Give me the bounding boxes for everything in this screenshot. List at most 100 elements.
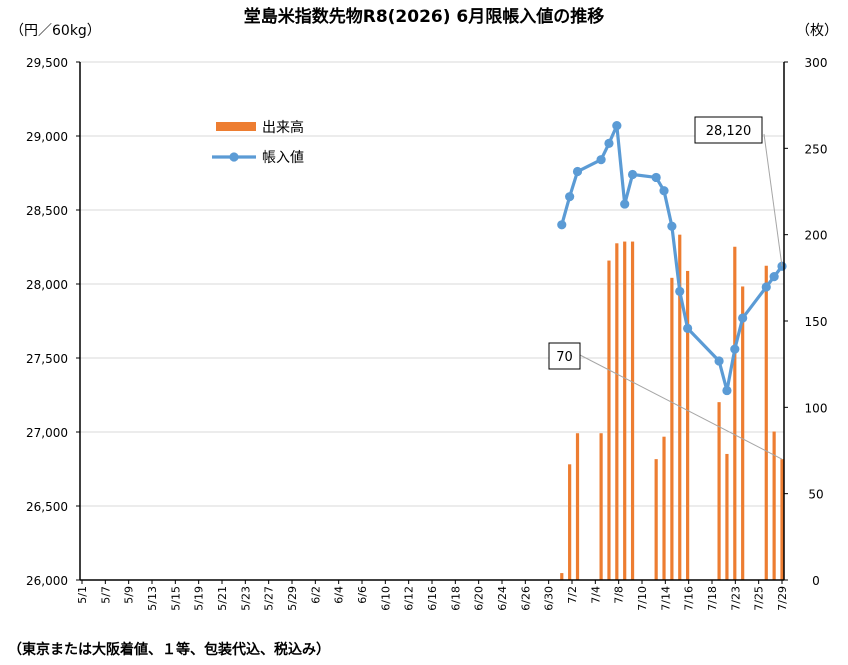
volume-bar-19: [780, 459, 784, 580]
settlement-point-7: [627, 169, 638, 180]
left-tick-label-7: 29,500: [26, 56, 68, 70]
legend-label-volume: 出来高: [262, 119, 304, 136]
volume-bar-2: [575, 433, 580, 580]
legend-line-marker: [229, 152, 239, 162]
right-tick-label-3: 150: [805, 315, 828, 329]
x-tick-label-7: 5/23: [239, 586, 252, 611]
x-tick-label-16: 6/18: [449, 586, 462, 611]
right-tick-label-4: 200: [805, 229, 828, 243]
x-tick-label-23: 7/8: [613, 586, 626, 604]
callout-label-0: 28,120: [706, 124, 752, 139]
left-tick-label-3: 27,500: [26, 352, 68, 366]
x-tick-label-17: 6/20: [473, 586, 486, 611]
footnote: （東京または大阪着値、１等、包装代込、税込み）: [8, 641, 330, 658]
settlement-point-6: [620, 199, 630, 209]
x-tick-label-30: 7/29: [776, 586, 789, 611]
volume-bar-17: [764, 265, 768, 580]
x-tick-label-3: 5/13: [146, 586, 159, 611]
volume-bar-3: [599, 433, 603, 580]
left-tick-label-4: 28,000: [26, 278, 68, 292]
x-tick-label-10: 6/2: [309, 586, 322, 604]
callout-leader-1: [579, 354, 783, 460]
x-tick-label-28: 7/23: [729, 586, 742, 611]
settlement-point-16: [738, 313, 748, 323]
x-tick-label-21: 7/2: [566, 586, 579, 604]
volume-bar-12: [686, 270, 690, 580]
volume-bar-10: [670, 277, 674, 580]
x-tick-label-26: 7/16: [683, 586, 696, 611]
left-tick-label-5: 28,500: [26, 204, 68, 218]
left-axis-ticks: 26,000 26,500 27,000 27,500 28,000 28,500 29,0…: [26, 56, 80, 588]
legend-label-price: 帳入値: [262, 150, 304, 166]
x-tick-label-19: 6/26: [519, 586, 532, 611]
right-axis-unit: （枚）: [796, 23, 838, 39]
x-tick-label-2: 5/9: [123, 586, 136, 604]
volume-bar-1: [568, 464, 572, 580]
settlement-point-8: [651, 172, 661, 183]
settlement-point-14: [722, 385, 732, 396]
x-tick-label-5: 5/19: [193, 586, 206, 611]
x-tick-label-24: 7/10: [636, 586, 649, 611]
right-tick-label-1: 50: [808, 488, 823, 502]
callout-box-1: [548, 342, 581, 370]
settlement-point-5: [612, 121, 622, 131]
x-tick-label-9: 5/29: [286, 586, 299, 611]
callout-label-1: 70: [556, 350, 573, 365]
settlement-point-1: [565, 192, 575, 202]
x-tick-label-14: 6/12: [403, 586, 416, 611]
x-tick-label-8: 5/27: [263, 586, 276, 611]
left-tick-label-2: 27,000: [26, 426, 68, 440]
x-tick-label-11: 6/4: [333, 586, 346, 604]
bar-series: [560, 234, 784, 581]
volume-bar-14: [725, 453, 729, 580]
settlement-point-11: [675, 286, 685, 296]
settlement-point-2: [572, 166, 583, 177]
volume-bar-4: [607, 260, 611, 580]
callout-box-0: [694, 116, 763, 144]
volume-bar-11: [678, 234, 682, 581]
volume-bar-0: [560, 573, 564, 580]
volume-bar-13: [717, 402, 721, 580]
callouts: 28,120 70: [548, 116, 783, 460]
legend-bar-swatch: [216, 122, 256, 131]
x-tick-label-18: 6/24: [496, 586, 509, 611]
x-tick-label-0: 5/1: [76, 586, 89, 604]
right-tick-label-2: 100: [805, 401, 828, 415]
x-tick-label-12: 6/6: [356, 586, 369, 604]
settlement-point-0: [557, 220, 567, 230]
chart-title: 堂島米指数先物R8(2026) 6月限帳入値の推移: [244, 6, 605, 27]
x-tick-label-29: 7/25: [753, 586, 766, 611]
left-tick-label-1: 26,500: [26, 500, 68, 514]
x-tick-label-13: 6/10: [379, 586, 392, 611]
left-tick-label-0: 26,000: [26, 574, 68, 588]
x-tick-label-4: 5/15: [169, 586, 182, 611]
left-tick-label-6: 29,000: [26, 130, 68, 144]
settlement-point-18: [769, 272, 779, 282]
volume-bar-9: [662, 436, 666, 580]
callout-leader-0: [763, 133, 783, 267]
x-tick-label-6: 5/21: [216, 586, 229, 611]
volume-bar-6: [623, 241, 627, 580]
volume-bar-8: [654, 459, 658, 580]
volume-bar-18: [772, 431, 776, 580]
right-tick-label-6: 300: [805, 56, 828, 70]
line-series: [557, 121, 787, 396]
x-tick-label-1: 5/7: [99, 586, 112, 604]
x-axis-ticks: 5/1 5/7 5/9 5/13 5/15 5/19 5/21 5/23 5/27 5/29 6/2…: [76, 580, 789, 611]
x-tick-label-25: 7/14: [659, 586, 672, 611]
settlement-point-12: [683, 323, 693, 333]
volume-bar-15: [733, 246, 737, 580]
settlement-point-15: [730, 344, 740, 354]
x-tick-label-20: 6/30: [543, 586, 556, 611]
left-axis-unit: （円／60kg）: [10, 23, 101, 39]
settlement-point-13: [714, 356, 724, 366]
volume-bar-7: [630, 241, 635, 580]
settlement-point-10: [667, 221, 677, 231]
x-tick-label-15: 6/16: [426, 586, 439, 611]
x-tick-label-27: 7/18: [706, 586, 719, 611]
settlement-point-3: [596, 155, 606, 165]
right-tick-label-5: 250: [805, 142, 828, 156]
